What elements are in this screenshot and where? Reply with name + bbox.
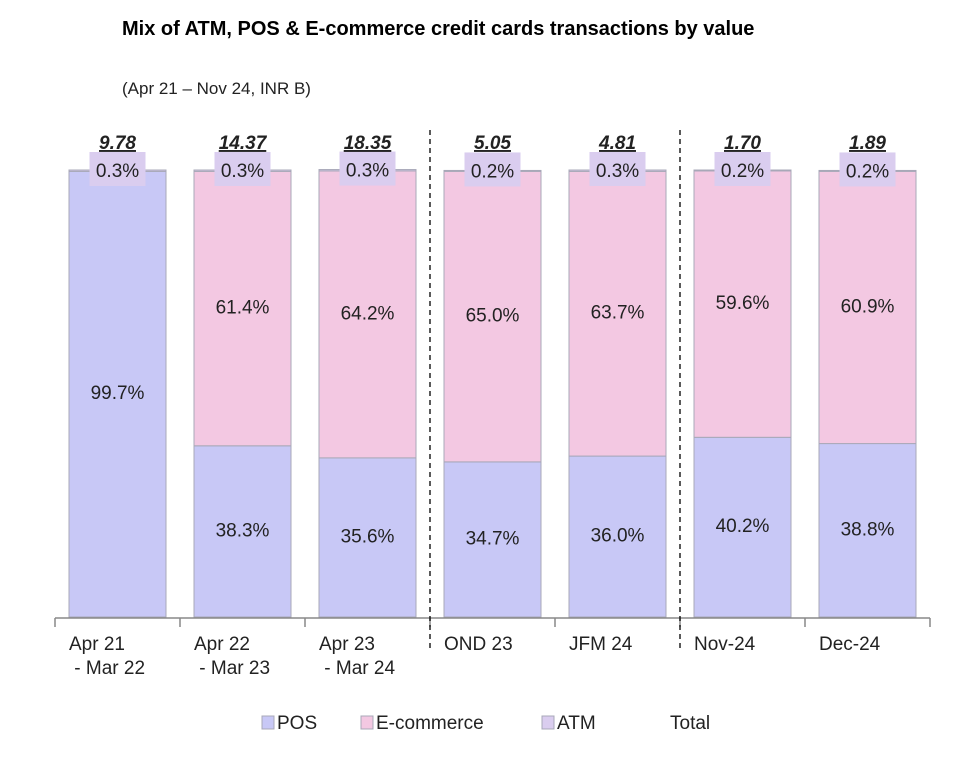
bar-segment	[193, 170, 292, 447]
legend-label: POS	[277, 713, 317, 734]
total-label: 1.70	[724, 133, 761, 154]
data-label: 0.2%	[721, 161, 764, 182]
total-label: 1.89	[849, 133, 886, 154]
bar-segment	[318, 170, 417, 459]
data-label: 36.0%	[591, 526, 645, 547]
data-label: 63.7%	[591, 303, 645, 324]
data-label: 0.2%	[846, 161, 889, 182]
label-background	[839, 152, 896, 187]
x-tick-label: OND 23	[444, 634, 513, 655]
bar-segment	[193, 445, 292, 618]
bar-segment	[443, 170, 542, 463]
data-label: 59.6%	[716, 293, 770, 314]
data-label: 99.7%	[91, 383, 145, 404]
label-background	[464, 152, 521, 187]
data-label: 38.8%	[841, 519, 895, 540]
legend-label: Total	[670, 713, 710, 734]
bar-segment	[693, 170, 792, 438]
label-background	[89, 152, 146, 186]
data-label: 0.3%	[96, 161, 139, 182]
data-label: 60.9%	[841, 296, 895, 317]
bar-segment	[318, 457, 417, 618]
x-tick-label: Apr 22 - Mar 23	[194, 634, 270, 679]
x-tick-label: Apr 23 - Mar 24	[319, 634, 395, 679]
legend-swatch	[360, 715, 374, 730]
legend-swatch	[261, 715, 275, 730]
label-background	[589, 152, 646, 186]
data-label: 65.0%	[466, 306, 520, 327]
legend-swatch	[541, 715, 555, 730]
bar-segment	[443, 461, 542, 618]
total-label: 14.37	[219, 133, 268, 154]
bar-segment	[693, 436, 792, 618]
x-tick-label: JFM 24	[569, 634, 633, 655]
data-label: 0.3%	[596, 161, 639, 182]
data-label: 0.3%	[221, 161, 264, 182]
chart-subtitle: (Apr 21 – Nov 24, INR B)	[122, 79, 311, 98]
bar-segment	[68, 170, 167, 618]
legend-label: ATM	[557, 713, 596, 734]
total-label: 9.78	[99, 133, 136, 154]
bar-segment	[568, 170, 667, 457]
data-label: 38.3%	[216, 520, 270, 541]
bar-segment	[818, 443, 917, 618]
x-tick-label: Nov-24	[694, 634, 756, 655]
chart-title: Mix of ATM, POS & E-commerce credit card…	[122, 18, 755, 40]
total-label: 5.05	[474, 133, 511, 154]
data-label: 35.6%	[341, 526, 395, 547]
data-label: 64.2%	[341, 303, 395, 324]
legend-label: E-commerce	[376, 713, 484, 734]
label-background	[339, 151, 396, 186]
data-label: 34.7%	[466, 528, 520, 549]
x-tick-label: Apr 21 - Mar 22	[69, 634, 145, 679]
label-background	[214, 152, 271, 186]
x-tick-label: Dec-24	[819, 634, 881, 655]
total-label: 18.35	[344, 133, 392, 154]
label-background	[714, 152, 771, 186]
data-label: 40.2%	[716, 516, 770, 537]
data-label: 0.3%	[346, 161, 389, 182]
data-label: 0.2%	[471, 161, 514, 182]
total-label: 4.81	[598, 133, 636, 154]
bar-segment	[818, 170, 917, 445]
data-label: 61.4%	[216, 298, 270, 319]
